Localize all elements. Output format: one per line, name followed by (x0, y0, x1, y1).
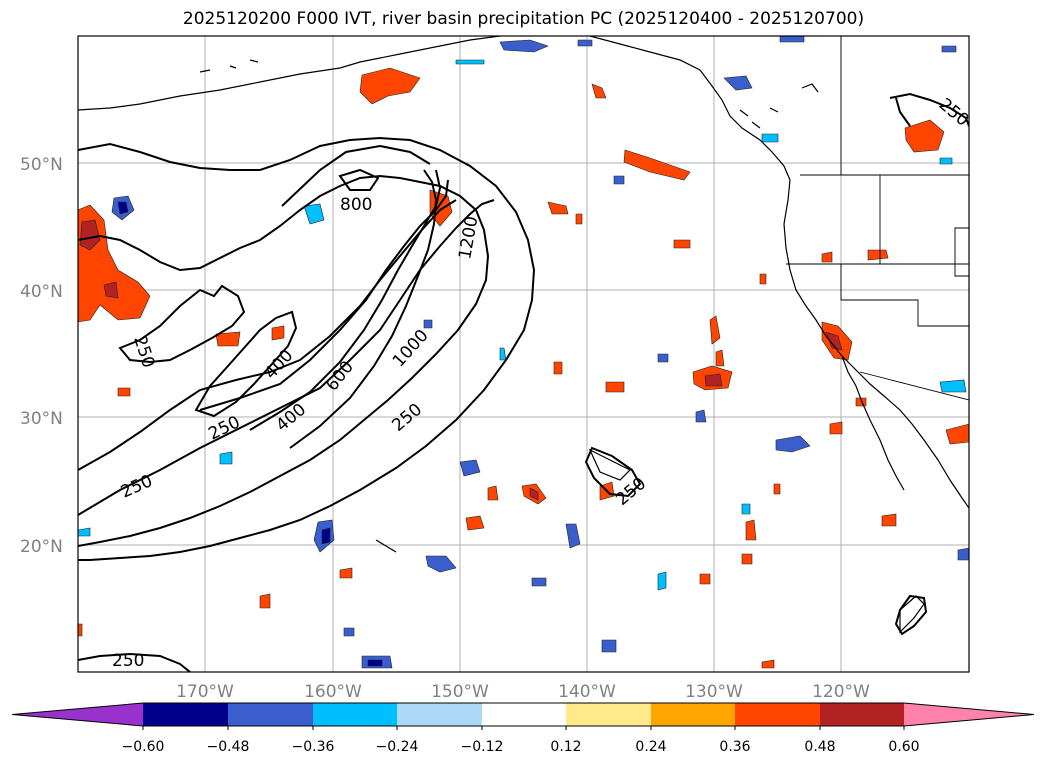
contour-label-800: 800 (340, 195, 372, 215)
plot-frame (77, 35, 970, 673)
lon-label-150w: 150°W (431, 682, 489, 702)
plot-area (78, 36, 969, 672)
longitude-labels: 170°W 160°W 150°W 140°W 130°W 120°W (176, 682, 870, 702)
colorbar-bin (651, 703, 735, 726)
precip-negative-areas (78, 36, 969, 669)
lon-label-160w: 160°W (304, 682, 362, 702)
coastlines (78, 36, 969, 634)
colorbar-tick-label: 0.48 (804, 739, 835, 755)
lat-label-50n: 50°N (20, 155, 63, 175)
colorbar-tick-label: 0.36 (719, 739, 750, 755)
colorbar-bin (313, 703, 397, 726)
lon-label-170w: 170°W (176, 682, 234, 702)
colorbar-tick-label: 0.12 (550, 739, 581, 755)
colorbar-extend-low (12, 703, 143, 726)
colorbar-bin (228, 703, 313, 726)
colorbar-tick-label: 0.60 (888, 739, 919, 755)
lat-label-30n: 30°N (20, 409, 63, 429)
colorbar-tick-label: 0.24 (635, 739, 666, 755)
precip-positive-areas (78, 67, 969, 669)
colorbar-bin (482, 703, 566, 726)
colorbar-tick-label: −0.48 (207, 739, 250, 755)
map-title: 2025120200 F000 IVT, river basin precipi… (182, 9, 865, 29)
lon-label-130w: 130°W (685, 682, 743, 702)
colorbar-tick-label: −0.36 (292, 739, 335, 755)
colorbar-bin (566, 703, 651, 726)
contour-label-250: 250 (112, 651, 144, 671)
colorbar: −0.60 −0.48 −0.36 −0.24 −0.12 0.12 0.24 0.36 0.4… (11, 702, 1035, 755)
lat-label-20n: 20°N (20, 537, 63, 557)
colorbar-tick-label: −0.12 (461, 739, 504, 755)
colorbar-bin (735, 703, 820, 726)
colorbar-tick-label: −0.24 (376, 739, 419, 755)
colorbar-tick-label: −0.60 (122, 739, 165, 755)
colorbar-bin (143, 703, 228, 726)
latitude-labels: 50°N 40°N 30°N 20°N (20, 155, 63, 557)
colorbar-bin (397, 703, 482, 726)
borders (786, 36, 969, 401)
lon-label-140w: 140°W (558, 682, 616, 702)
lat-label-40n: 40°N (20, 282, 63, 302)
lon-label-120w: 120°W (812, 682, 870, 702)
colorbar-bin (820, 703, 904, 726)
ivt-contours (78, 92, 969, 672)
colorbar-extend-high (904, 703, 1034, 726)
